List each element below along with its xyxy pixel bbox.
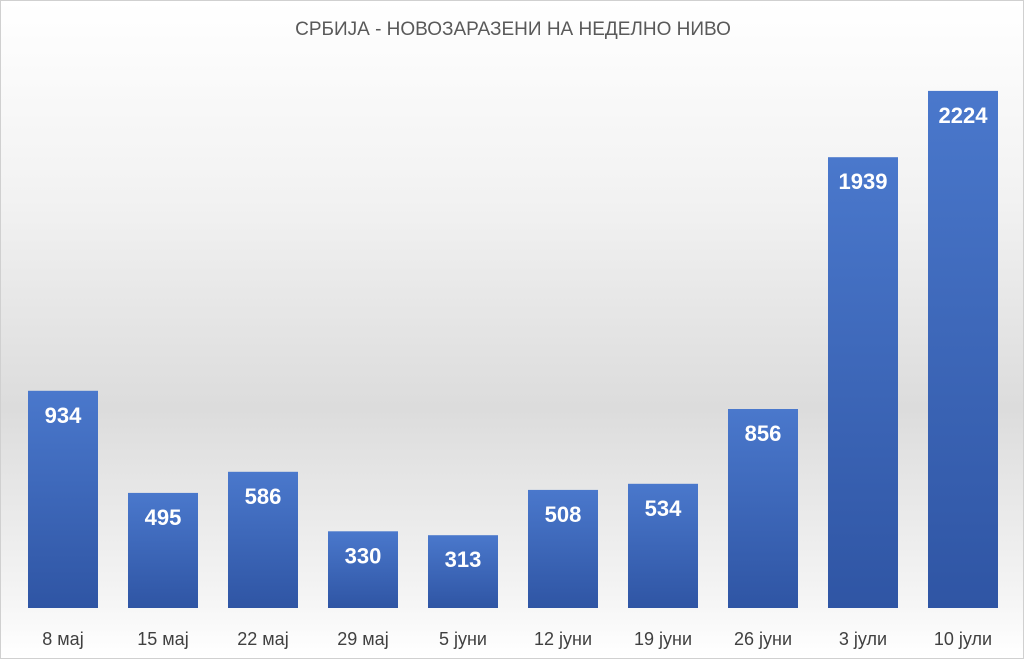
x-tick-label-2: 15 мај — [137, 629, 188, 649]
data-label-1: 934 — [45, 403, 82, 428]
data-label-4: 330 — [345, 543, 382, 568]
data-label-5: 313 — [445, 547, 482, 572]
bar-1 — [28, 390, 98, 608]
data-label-10: 2224 — [939, 103, 989, 128]
x-tick-label-3: 22 мај — [237, 629, 288, 649]
data-label-8: 856 — [745, 421, 782, 446]
x-tick-label-5: 5 јуни — [439, 629, 487, 649]
data-label-7: 534 — [645, 496, 682, 521]
bar-6 — [528, 489, 598, 608]
bar-7 — [628, 483, 698, 608]
data-label-3: 586 — [245, 484, 282, 509]
bar-10 — [928, 90, 998, 608]
x-tick-label-4: 29 мај — [337, 629, 388, 649]
bar-8 — [728, 409, 798, 608]
bar-4 — [328, 531, 398, 608]
bar-9 — [828, 157, 898, 608]
bar-3 — [228, 471, 298, 608]
bar-5 — [428, 535, 498, 608]
x-tick-label-9: 3 јули — [839, 629, 887, 649]
x-tick-label-8: 26 јуни — [734, 629, 792, 649]
chart-title: СРБИЈА - НОВОЗАРАЗЕНИ НА НЕДЕЛНО НИВО — [295, 19, 731, 40]
x-tick-label-7: 19 јуни — [634, 629, 692, 649]
x-tick-label-10: 10 јули — [934, 629, 992, 649]
data-label-2: 495 — [145, 505, 182, 530]
data-label-6: 508 — [545, 502, 582, 527]
bar-2 — [128, 492, 198, 608]
data-label-9: 1939 — [839, 169, 888, 194]
x-tick-label-1: 8 мај — [42, 629, 83, 649]
x-tick-label-6: 12 јуни — [534, 629, 592, 649]
